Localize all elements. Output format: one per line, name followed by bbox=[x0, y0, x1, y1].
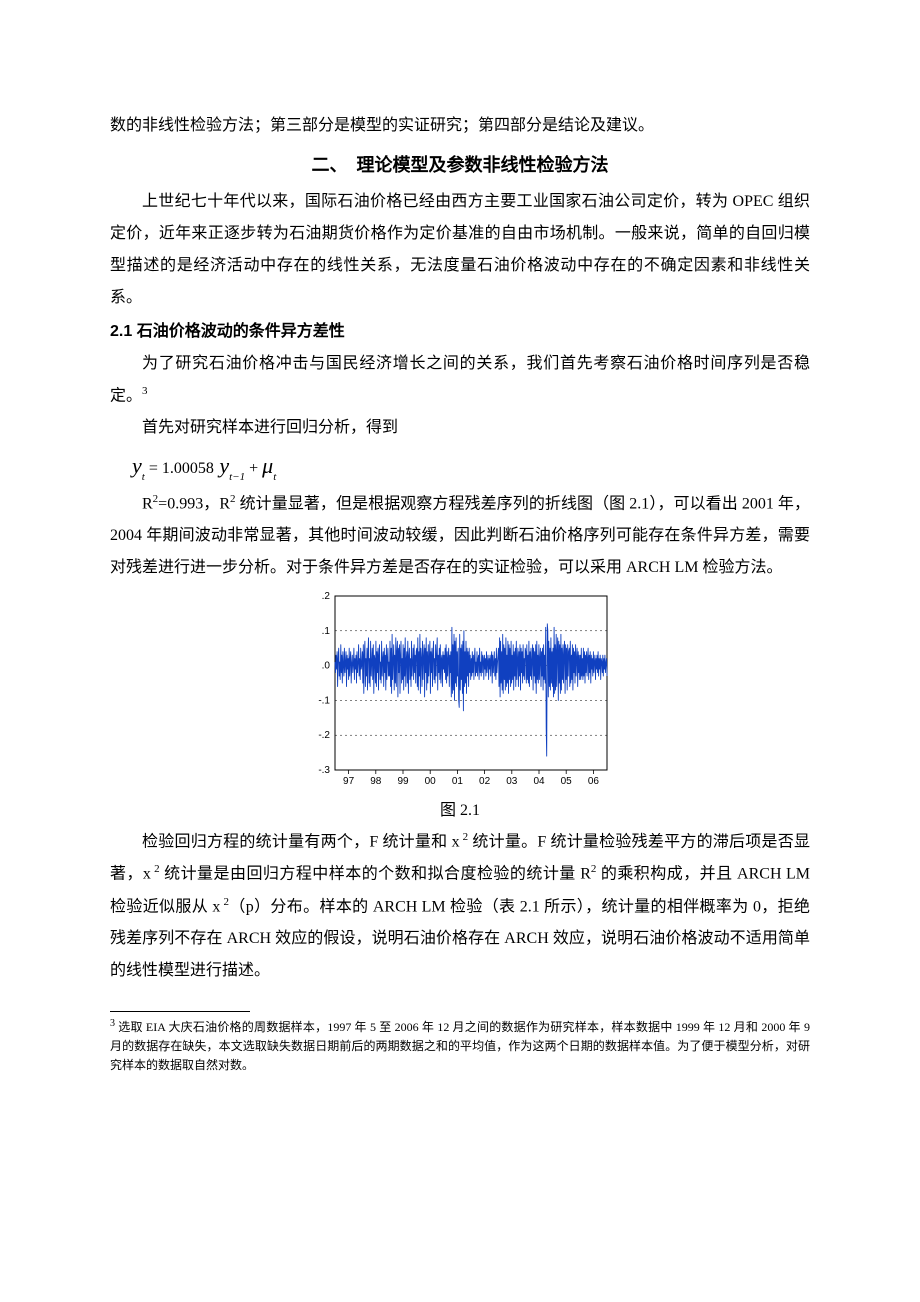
svg-text:.0: .0 bbox=[322, 661, 331, 672]
svg-text:-.1: -.1 bbox=[318, 696, 330, 707]
svg-text:97: 97 bbox=[343, 776, 355, 787]
sub-heading-2-1: 2.1 石油价格波动的条件异方差性 bbox=[110, 316, 810, 348]
figure-2-1: -.3 -.2 -.1 .0 .1 .2 97 98 99 00 01 02 03 04 05 06 图 2.… bbox=[110, 590, 810, 826]
section-heading: 二、 理论模型及参数非线性检验方法 bbox=[110, 146, 810, 186]
para-5-sup2: 2 bbox=[151, 863, 160, 875]
figure-caption: 图 2.1 bbox=[110, 797, 810, 826]
eq-mu: μ bbox=[262, 453, 273, 478]
para-3: 首先对研究样本进行回归分析，得到 bbox=[110, 412, 810, 444]
eq-sub-t: t bbox=[142, 471, 145, 483]
svg-text:03: 03 bbox=[506, 776, 518, 787]
eq-plus: + bbox=[245, 460, 262, 477]
eq-sub-mu: t bbox=[273, 471, 276, 483]
para-4: R2=0.993，R2 统计量显著，但是根据观察方程残差序列的折线图（图 2.1… bbox=[110, 488, 810, 584]
para-5-a: 检验回归方程的统计量有两个，F 统计量和 x bbox=[142, 833, 460, 850]
footnote-ref-3: 3 bbox=[142, 385, 148, 397]
svg-text:.1: .1 bbox=[322, 626, 331, 637]
footnote-3: 3 选取 EIA 大庆石油价格的周数据样本，1997 年 5 至 2006 年 … bbox=[110, 1016, 810, 1076]
para-5-c: 统计量是由回归方程中样本的个数和拟合度检验的统计量 R bbox=[160, 866, 591, 883]
footnote-separator bbox=[110, 1011, 250, 1012]
svg-text:04: 04 bbox=[533, 776, 545, 787]
svg-text:.2: .2 bbox=[322, 591, 331, 602]
equation-ar1: yt = 1.00058 yt−1 + μt bbox=[110, 444, 810, 488]
para-2-text: 为了研究石油价格冲击与国民经济增长之间的关系，我们首先考察石油价格时间序列是否稳… bbox=[110, 355, 810, 404]
svg-text:-.2: -.2 bbox=[318, 730, 330, 741]
residual-line-chart: -.3 -.2 -.1 .0 .1 .2 97 98 99 00 01 02 03 04 05 06 bbox=[305, 590, 615, 790]
para-4-r1: R bbox=[142, 495, 153, 512]
svg-text:98: 98 bbox=[370, 776, 382, 787]
svg-text:01: 01 bbox=[452, 776, 464, 787]
svg-text:02: 02 bbox=[479, 776, 491, 787]
eq-sub-t1: t−1 bbox=[229, 471, 245, 483]
svg-text:06: 06 bbox=[588, 776, 600, 787]
footnote-text: 选取 EIA 大庆石油价格的周数据样本，1997 年 5 至 2006 年 12… bbox=[110, 1020, 810, 1072]
svg-text:-.3: -.3 bbox=[318, 765, 330, 776]
para-5-sup4: 2 bbox=[220, 896, 229, 908]
para-5-sup1: 2 bbox=[460, 831, 469, 843]
eq-equals: = bbox=[145, 460, 162, 477]
para-2: 为了研究石油价格冲击与国民经济增长之间的关系，我们首先考察石油价格时间序列是否稳… bbox=[110, 348, 810, 412]
eq-coef: 1.00058 bbox=[162, 460, 214, 477]
svg-text:00: 00 bbox=[425, 776, 437, 787]
svg-text:05: 05 bbox=[561, 776, 573, 787]
eq-y: y bbox=[132, 453, 142, 478]
para-5: 检验回归方程的统计量有两个，F 统计量和 x 2 统计量。F 统计量检验残差平方… bbox=[110, 826, 810, 987]
para-4-b: =0.993，R bbox=[158, 495, 230, 512]
para-top: 数的非线性检验方法；第三部分是模型的实证研究；第四部分是结论及建议。 bbox=[110, 110, 810, 142]
para-1: 上世纪七十年代以来，国际石油价格已经由西方主要工业国家石油公司定价，转为 OPE… bbox=[110, 186, 810, 314]
eq-y2: y bbox=[214, 453, 229, 478]
svg-text:99: 99 bbox=[397, 776, 409, 787]
page: 数的非线性检验方法；第三部分是模型的实证研究；第四部分是结论及建议。 二、 理论… bbox=[0, 0, 920, 1302]
